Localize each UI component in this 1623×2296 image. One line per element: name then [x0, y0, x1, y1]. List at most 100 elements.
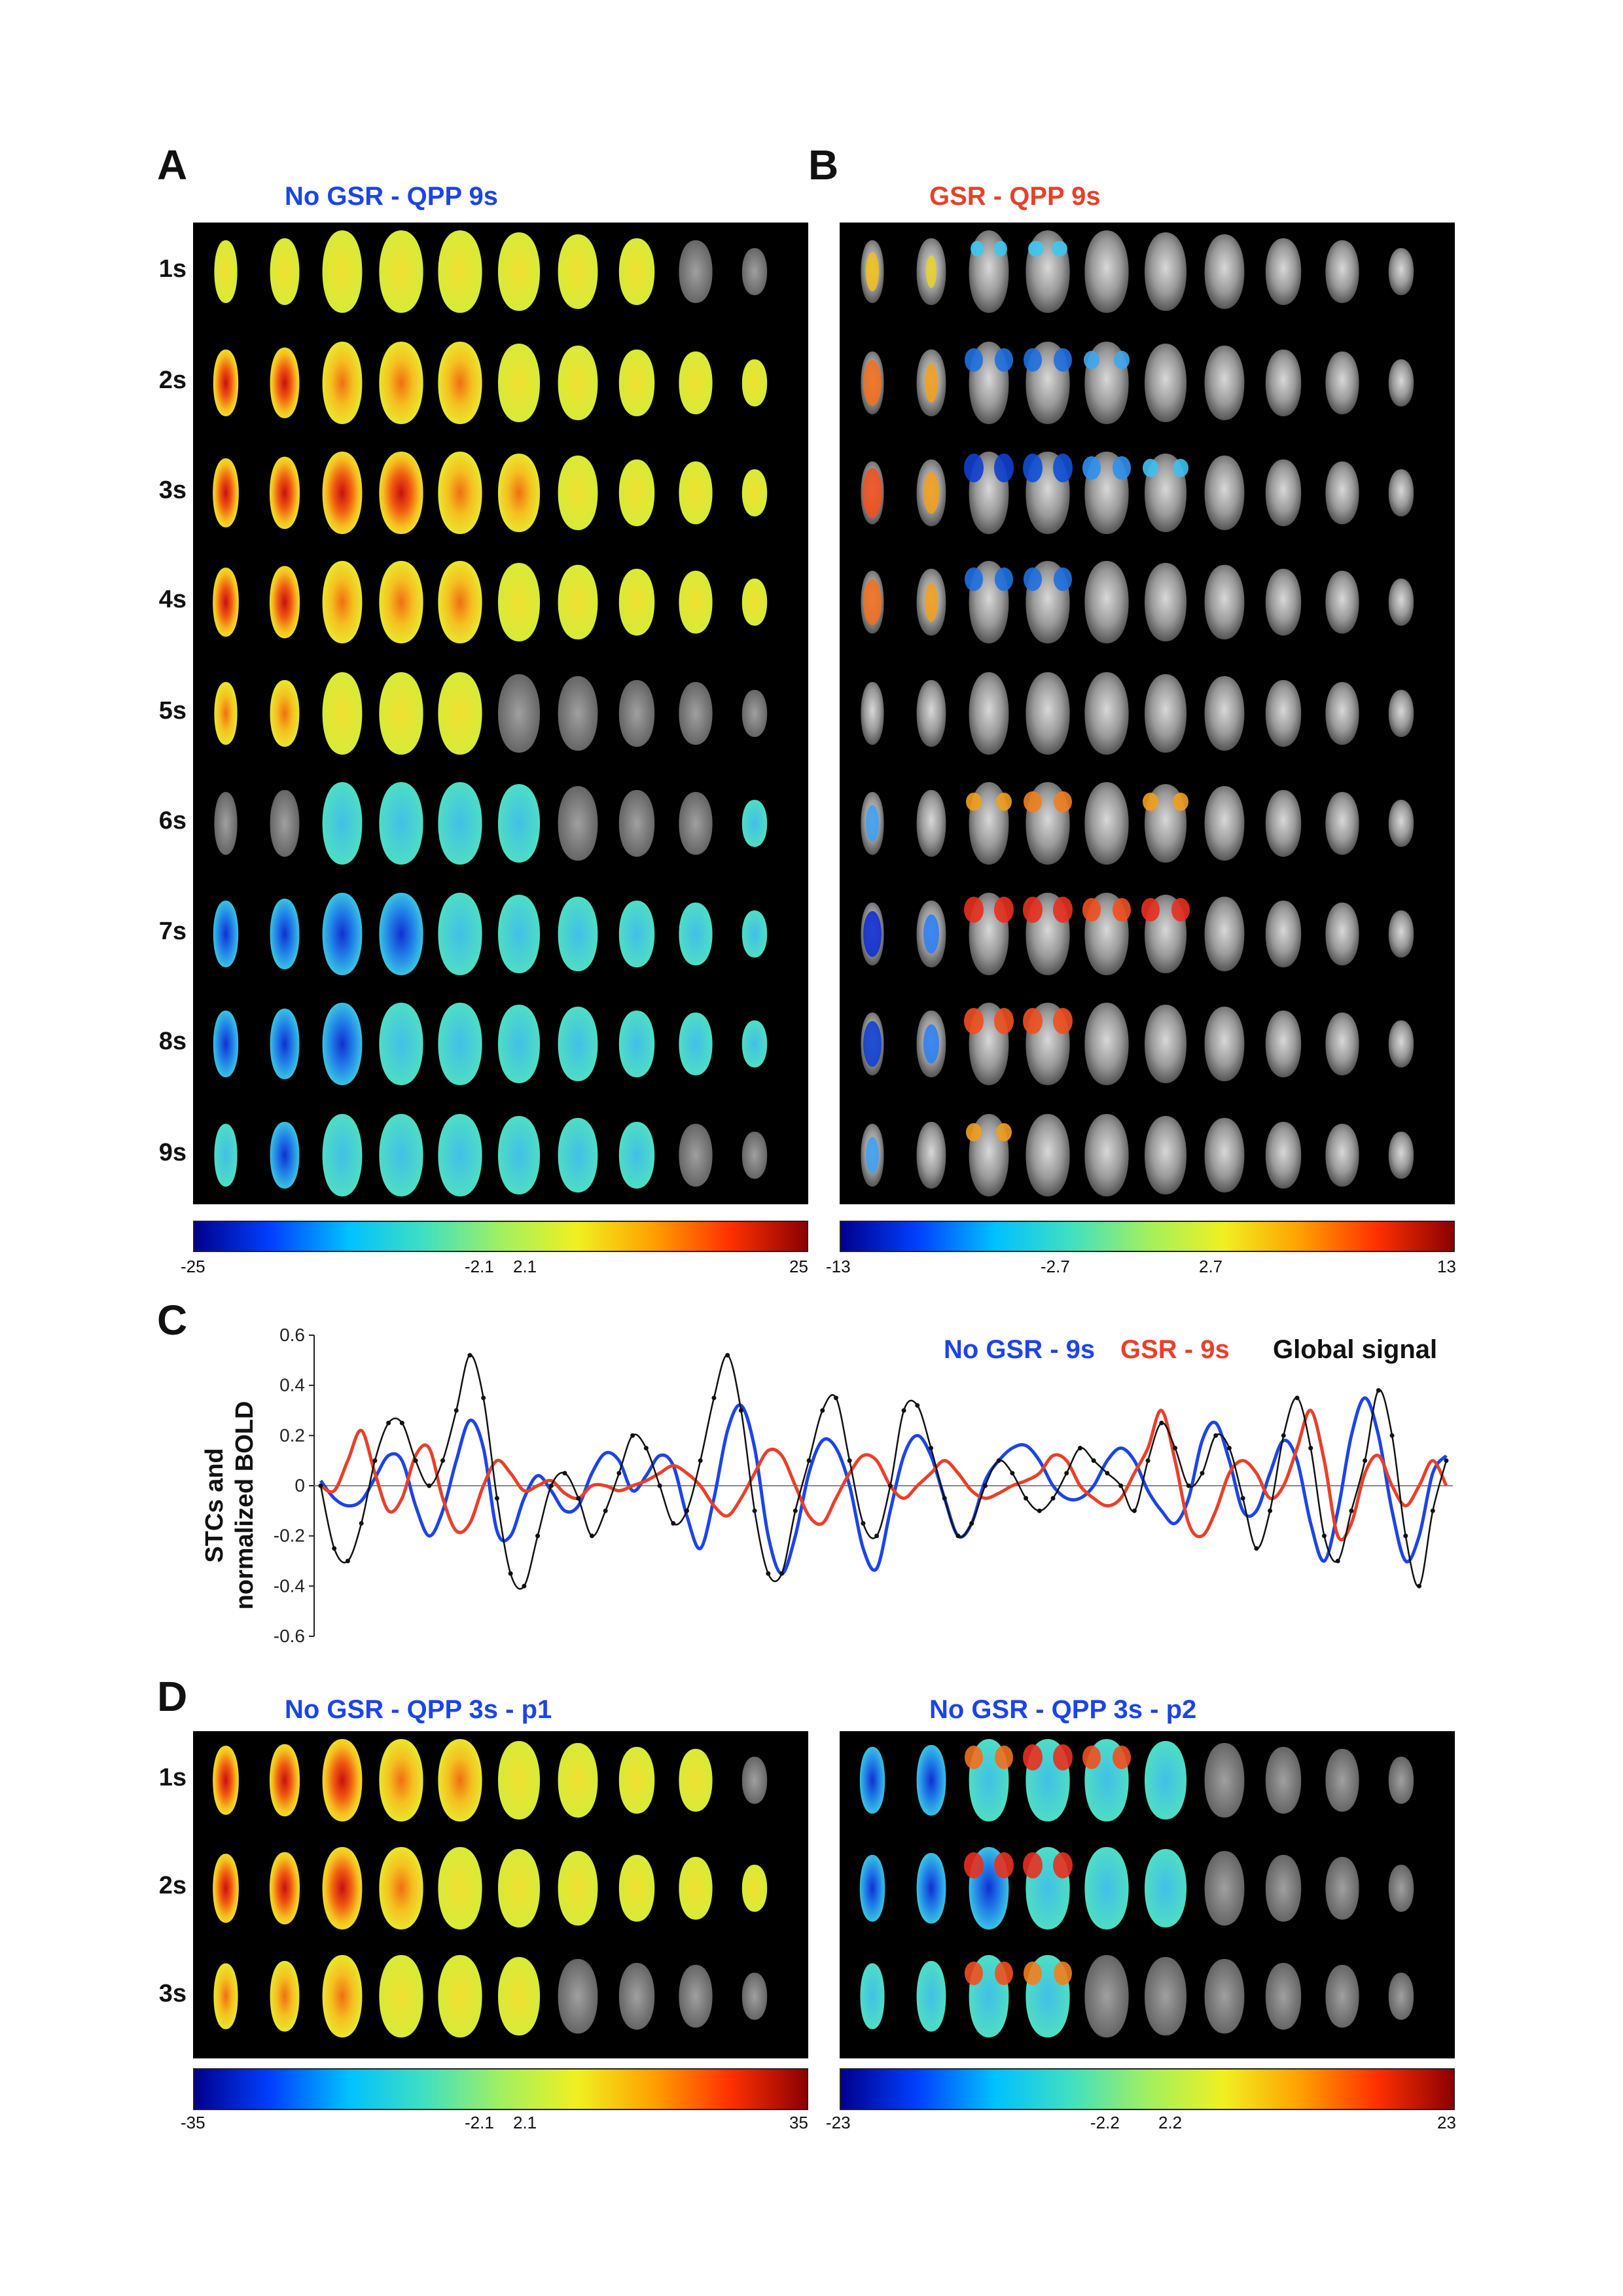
- panel-d-p2-activations: [964, 1744, 1131, 1985]
- global-signal-point: [318, 1483, 323, 1488]
- global-signal-point: [1050, 1496, 1056, 1501]
- legend-global: Global signal: [1273, 1335, 1438, 1364]
- panel-c-letter: C: [157, 1297, 188, 1344]
- panel-a-cb-min: -25: [181, 1257, 205, 1276]
- panel-d-p1-cb-neg: -2.1: [465, 2113, 494, 2132]
- panel-a-row-9: [214, 1114, 768, 1196]
- global-signal-point: [942, 1496, 947, 1501]
- panel-c-ylabel: STCs and normalized BOLD: [200, 1401, 259, 1610]
- y-tick-label: -0.4: [274, 1575, 305, 1596]
- panel-d-row-label-1s: 1s: [158, 1764, 187, 1791]
- y-tick-label: -0.2: [274, 1526, 305, 1546]
- panel-b-brain-grid: [840, 223, 1455, 1204]
- panel-a-title: No GSR - QPP 9s: [285, 182, 499, 211]
- global-signal-point: [1091, 1458, 1096, 1463]
- global-signal-point: [982, 1483, 988, 1488]
- global-signal-point: [494, 1496, 499, 1501]
- global-signal-point: [399, 1420, 404, 1426]
- legend-gsr: GSR - 9s: [1120, 1335, 1230, 1364]
- panel-a-brain-grid: [193, 223, 808, 1204]
- global-signal-point: [616, 1471, 622, 1476]
- global-signal-point: [386, 1420, 391, 1426]
- panel-d-p2-cb-max: 23: [1437, 2113, 1456, 2132]
- global-signal-point: [1444, 1458, 1449, 1463]
- global-signal-point: [1213, 1433, 1219, 1438]
- panel-d-p2-cb-pos: 2.2: [1158, 2113, 1183, 2132]
- global-signal-point: [440, 1458, 446, 1463]
- panel-a-row-5: [214, 672, 768, 755]
- global-signal-point: [887, 1483, 893, 1488]
- global-signal-point: [766, 1571, 771, 1576]
- series-global-line: [319, 1354, 1448, 1590]
- panel-d-p1-cb-min: -35: [181, 2113, 205, 2132]
- panel-b-activations: [863, 241, 1190, 1174]
- global-signal-point: [657, 1483, 662, 1488]
- global-signal-point: [820, 1408, 825, 1413]
- row-label-4s: 4s: [158, 586, 187, 613]
- row-label-1s: 1s: [158, 255, 187, 283]
- global-signal-point: [1173, 1446, 1178, 1450]
- global-signal-point: [603, 1508, 608, 1513]
- panel-a-row-labels: 1s 2s 3s 4s 5s 6s 7s 8s 9s: [134, 223, 193, 1204]
- panel-a-row-1: [214, 230, 768, 313]
- global-signal-point: [1064, 1471, 1069, 1476]
- panel-a-cb-pos: 2.1: [513, 1257, 537, 1276]
- row-label-7s: 7s: [158, 918, 187, 945]
- panel-a-row-3: [213, 452, 768, 534]
- panel-d-row-label-2s: 2s: [158, 1872, 187, 1899]
- y-tick-label: 0.2: [279, 1425, 305, 1445]
- row-label-2s: 2s: [158, 367, 187, 394]
- global-signal-point: [752, 1508, 757, 1513]
- panel-d-p2-cb-neg: -2.2: [1090, 2113, 1120, 2132]
- panel-c-ylabel-line1: STCs and: [201, 1448, 228, 1563]
- global-signal-point: [454, 1408, 459, 1413]
- y-tick-label: 0.4: [279, 1375, 305, 1395]
- global-signal-point: [1024, 1496, 1029, 1501]
- y-tick-label: 0.6: [279, 1325, 305, 1345]
- panel-d-p1-cb-max: 35: [789, 2113, 808, 2132]
- panel-b-cb-neg: -2.7: [1041, 1257, 1070, 1276]
- panel-a-row-2: [213, 342, 768, 424]
- global-signal-point: [576, 1496, 581, 1501]
- panel-d-p2-brain-grid: [840, 1731, 1455, 2058]
- y-tick-label: 0: [294, 1475, 305, 1496]
- panel-d-p1-row-2: [213, 1847, 768, 1929]
- global-signal-point: [915, 1403, 920, 1408]
- global-signal-point: [630, 1433, 635, 1438]
- global-signal-point: [861, 1521, 866, 1526]
- global-signal-point: [1105, 1471, 1110, 1476]
- panel-a-letter: A: [157, 141, 188, 188]
- panel-d-p1-colorbar: [193, 2068, 808, 2110]
- global-signal-point: [562, 1471, 567, 1476]
- global-signal-point: [1145, 1458, 1150, 1463]
- global-signal-point: [1268, 1508, 1273, 1513]
- panel-d-p1-row-3: [213, 1955, 768, 2037]
- global-signal-point: [1430, 1508, 1435, 1513]
- global-signal-point: [508, 1571, 513, 1576]
- global-signal-point: [1118, 1483, 1124, 1488]
- global-signal-point: [522, 1583, 527, 1588]
- global-signal-point: [535, 1534, 541, 1539]
- panel-b-title: GSR - QPP 9s: [929, 182, 1101, 211]
- panel-d-p1-brain-grid: [193, 1731, 808, 2058]
- panel-d-p2-colorbar: [840, 2068, 1455, 2110]
- panel-b-letter: B: [808, 141, 839, 188]
- global-signal-point: [955, 1534, 961, 1539]
- global-signal-point: [1037, 1508, 1042, 1513]
- global-signal-point: [779, 1571, 785, 1576]
- global-signal-point: [1240, 1496, 1245, 1501]
- global-signal-point: [1200, 1471, 1205, 1476]
- global-signal-point: [793, 1508, 798, 1513]
- panel-a-row-8: [213, 1003, 768, 1085]
- global-signal-point: [589, 1534, 594, 1539]
- panel-a-row-6: [214, 782, 768, 865]
- panel-b-cb-min: -13: [826, 1257, 851, 1276]
- global-signal-point: [738, 1408, 743, 1413]
- legend-nogsr: No GSR - 9s: [944, 1335, 1096, 1364]
- panel-a-colorbar: [193, 1221, 808, 1252]
- global-signal-point: [1294, 1395, 1300, 1401]
- global-signal-point: [481, 1395, 486, 1401]
- global-signal-point: [1254, 1546, 1259, 1551]
- panel-b-cb-max: 13: [1437, 1257, 1456, 1276]
- global-signal-point: [372, 1458, 378, 1463]
